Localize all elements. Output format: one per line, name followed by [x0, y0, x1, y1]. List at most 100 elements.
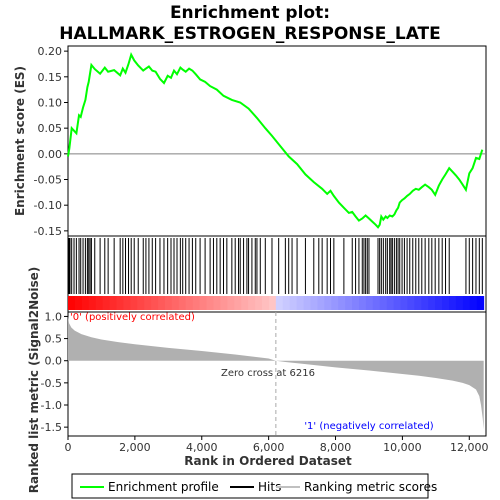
color-bar-segment: [289, 296, 298, 310]
color-bar-segment: [282, 296, 291, 310]
color-bar-segment: [317, 296, 325, 310]
metric-y-tick-label: -1.0: [41, 399, 62, 412]
x-tick-label: 8,000: [320, 441, 352, 454]
es-y-tick-label: 0.00: [38, 148, 63, 161]
color-bar-segment: [116, 296, 124, 310]
x-tick-label: 10,000: [383, 441, 422, 454]
hits-panel: [67, 235, 487, 313]
color-bar-segment: [358, 296, 367, 310]
es-panel: -0.15 -0.10 -0.05 0.00 0.05 0.10 0.15 0.20 Enri…: [13, 45, 487, 238]
color-bar-segment: [379, 296, 388, 310]
color-bar-segment: [469, 296, 478, 310]
zero-cross-label: Zero cross at 6216: [221, 368, 315, 379]
color-bar-segment: [310, 296, 318, 310]
color-bar-segment: [462, 296, 471, 310]
positive-correlation-label: '0' (positively correlated): [70, 312, 195, 323]
color-bar-segment: [68, 296, 76, 310]
color-bar-segment: [123, 296, 131, 310]
x-tick-label: 2,000: [119, 441, 151, 454]
es-y-axis-label: Enrichment score (ES): [13, 66, 27, 216]
color-bar-segment: [331, 296, 339, 310]
enrichment-profile-line: [67, 52, 484, 229]
x-tick-label: 12,000: [450, 441, 489, 454]
color-bar-segment: [449, 296, 457, 310]
es-y-tick-label: 0.20: [38, 45, 63, 58]
ranking-metric-area: [68, 316, 484, 430]
metric-panel: -1.5 -1.0 -0.5 0.0 0.5 1.0 0 2,000 4,000 6,000 8,…: [27, 267, 489, 494]
metric-y-tick-label: 0.0: [45, 355, 63, 368]
color-bar-segment: [393, 296, 402, 310]
color-bar-segment: [414, 296, 422, 310]
color-bar-segment: [435, 296, 443, 310]
es-y-tick-label: -0.10: [34, 199, 62, 212]
color-bar-segment: [476, 296, 485, 310]
color-bar-segment: [296, 296, 305, 310]
es-y-tick-label: 0.15: [38, 71, 63, 84]
color-bar-segment: [275, 296, 284, 310]
metric-y-tick-label: -0.5: [41, 377, 62, 390]
color-bar-segment: [192, 296, 201, 310]
color-bar-segment: [88, 296, 97, 310]
es-y-tick-label: 0.10: [38, 96, 63, 109]
color-bar-segment: [303, 296, 311, 310]
color-bar-segment: [144, 296, 152, 310]
color-bar-segment: [365, 296, 374, 310]
color-bar-segment: [213, 296, 221, 310]
hit-lines: [68, 238, 483, 294]
color-bar-segment: [261, 296, 270, 310]
chart-title-line1: Enrichment plot:: [170, 3, 330, 23]
legend-metric-label: Ranking metric scores: [304, 480, 437, 494]
color-bar-segment: [421, 296, 429, 310]
color-bar-segment: [248, 296, 256, 310]
color-bar-segment: [178, 296, 187, 310]
x-tick-label: 6,000: [253, 441, 285, 454]
color-bar-segment: [352, 296, 360, 310]
metric-x-ticks: 0 2,000 4,000 6,000 8,000 10,000 12,000: [65, 436, 489, 454]
color-bar-segment: [227, 296, 235, 310]
color-bar-segment: [74, 296, 83, 310]
color-bar-segment: [199, 296, 208, 310]
color-bar-segment: [220, 296, 228, 310]
color-bar-segment: [338, 296, 346, 310]
metric-y-tick-label: 1.0: [45, 310, 63, 323]
color-bar-segment: [130, 296, 138, 310]
color-bar-segment: [164, 296, 173, 310]
color-bar-segment: [241, 296, 249, 310]
metric-y-tick-label: -1.5: [41, 421, 62, 434]
color-bar-segment: [407, 296, 415, 310]
x-tick-label: 0: [65, 441, 72, 454]
color-bar-segment: [268, 296, 277, 310]
negative-correlation-label: '1' (negatively correlated): [304, 421, 433, 432]
color-bar-segment: [185, 296, 194, 310]
es-y-tick-label: 0.05: [38, 122, 63, 135]
metric-y-ticks: -1.5 -1.0 -0.5 0.0 0.5 1.0: [41, 310, 68, 434]
es-y-tick-label: -0.05: [34, 174, 62, 187]
chart-title-line2: HALLMARK_ESTROGEN_RESPONSE_LATE: [59, 24, 441, 44]
legend-enrichment-label: Enrichment profile: [108, 480, 219, 494]
color-bar-segment: [442, 296, 450, 310]
color-bar-segment: [109, 296, 117, 310]
color-bar-segment: [345, 296, 353, 310]
color-bar-segment: [428, 296, 436, 310]
color-bar-segment: [102, 296, 111, 310]
legend: Enrichment profile Hits Ranking metric s…: [71, 473, 437, 499]
color-bar-segment: [158, 296, 166, 310]
metric-y-tick-label: 0.5: [45, 333, 63, 346]
color-bar-segment: [95, 296, 104, 310]
color-bar-segment: [386, 296, 395, 310]
rank-color-bar: [68, 296, 485, 310]
color-bar-segment: [255, 296, 263, 310]
color-bar-segment: [206, 296, 214, 310]
color-bar-segment: [234, 296, 242, 310]
metric-y-axis-label: Ranked list metric (Signal2Noise): [27, 267, 41, 494]
color-bar-segment: [324, 296, 332, 310]
x-tick-label: 4,000: [186, 441, 218, 454]
color-bar-segment: [151, 296, 159, 310]
es-y-tick-label: -0.15: [34, 225, 62, 238]
legend-hits-label: Hits: [258, 480, 281, 494]
color-bar-segment: [137, 296, 145, 310]
color-bar-segment: [171, 296, 180, 310]
color-bar-segment: [400, 296, 408, 310]
es-y-ticks: -0.15 -0.10 -0.05 0.00 0.05 0.10 0.15 0.20: [34, 45, 68, 238]
